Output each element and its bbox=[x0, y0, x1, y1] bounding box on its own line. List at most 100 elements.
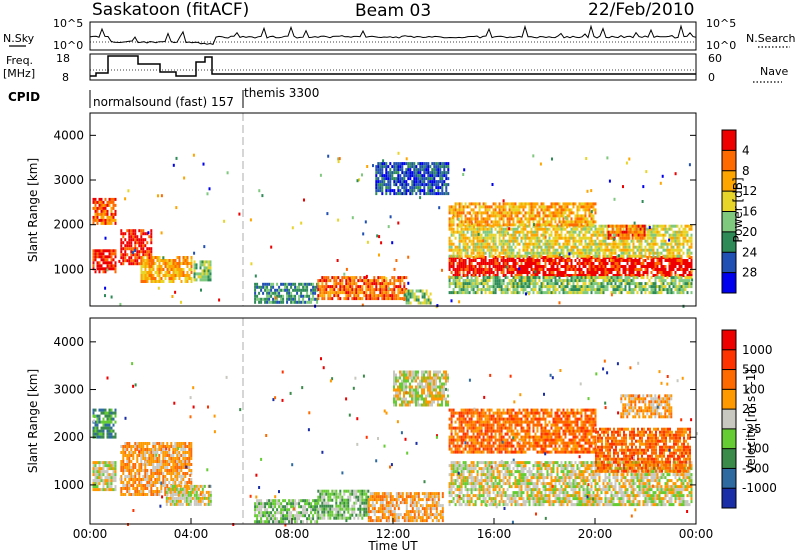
range-cell bbox=[588, 279, 591, 283]
range-cell bbox=[510, 271, 513, 274]
range-cell bbox=[294, 282, 297, 286]
range-cell bbox=[618, 271, 621, 274]
range-cell bbox=[600, 245, 603, 249]
range-cell bbox=[419, 301, 422, 305]
range-cell bbox=[110, 464, 113, 468]
range-cell bbox=[365, 297, 368, 301]
range-cell bbox=[134, 448, 137, 451]
range-cell bbox=[128, 472, 131, 475]
range-cell bbox=[112, 212, 115, 216]
range-cell bbox=[266, 291, 269, 295]
range-cell bbox=[174, 445, 177, 448]
range-cell bbox=[585, 157, 588, 160]
range-cell bbox=[176, 265, 179, 268]
range-cell bbox=[684, 285, 687, 289]
range-cell bbox=[92, 461, 95, 465]
range-cell bbox=[462, 259, 465, 262]
range-cell bbox=[429, 183, 432, 187]
range-cell bbox=[106, 221, 109, 225]
range-cell bbox=[634, 288, 637, 292]
range-cell bbox=[672, 254, 675, 258]
range-cell bbox=[586, 189, 589, 193]
range-cell bbox=[624, 265, 627, 268]
range-cell bbox=[140, 256, 143, 259]
range-cell bbox=[656, 248, 659, 252]
range-cell bbox=[682, 251, 685, 255]
range-cell bbox=[106, 461, 109, 465]
range-cell bbox=[124, 484, 127, 487]
range-cell bbox=[148, 253, 151, 257]
range-cell bbox=[466, 223, 469, 227]
range-cell bbox=[598, 259, 601, 262]
range-cell bbox=[544, 248, 547, 252]
range-cell bbox=[150, 247, 153, 251]
range-cell bbox=[538, 259, 541, 262]
range-cell bbox=[580, 276, 583, 280]
range-cell bbox=[391, 177, 394, 181]
range-cell bbox=[688, 236, 691, 240]
range-cell bbox=[164, 466, 167, 469]
range-cell bbox=[468, 268, 471, 271]
range-cell bbox=[454, 271, 457, 274]
range-cell bbox=[524, 251, 527, 255]
range-cell bbox=[425, 177, 428, 181]
range-cell bbox=[652, 251, 655, 255]
range-cell bbox=[554, 282, 557, 286]
range-cell bbox=[680, 291, 683, 295]
range-cell bbox=[164, 487, 167, 490]
range-cell bbox=[154, 469, 157, 472]
range-cell bbox=[369, 285, 372, 289]
range-cell bbox=[586, 271, 589, 274]
range-cell bbox=[385, 277, 388, 281]
range-cell bbox=[98, 255, 101, 259]
range-cell bbox=[691, 268, 694, 272]
range-cell bbox=[622, 251, 625, 255]
range-cell bbox=[690, 224, 693, 228]
range-cell bbox=[498, 268, 501, 271]
range-cell bbox=[580, 291, 583, 295]
range-cell bbox=[158, 274, 161, 277]
range-cell bbox=[132, 259, 135, 263]
range-cell bbox=[389, 282, 392, 286]
range-cell bbox=[164, 469, 167, 472]
range-cell bbox=[383, 162, 386, 166]
range-cell bbox=[558, 291, 561, 295]
range-cell bbox=[456, 208, 459, 212]
range-cell bbox=[542, 230, 545, 234]
range-cell bbox=[676, 285, 679, 289]
range-cell bbox=[646, 236, 649, 240]
range-cell bbox=[624, 239, 627, 243]
range-cell bbox=[92, 252, 95, 256]
range-cell bbox=[170, 466, 173, 469]
range-cell bbox=[638, 282, 641, 286]
range-cell bbox=[92, 261, 95, 265]
range-cell bbox=[96, 215, 99, 219]
range-cell bbox=[604, 239, 607, 243]
range-cell bbox=[154, 445, 157, 448]
range-cell bbox=[556, 242, 559, 246]
range-cell bbox=[124, 238, 127, 242]
range-cell bbox=[658, 262, 661, 265]
range-cell bbox=[502, 220, 505, 224]
range-cell bbox=[686, 274, 689, 277]
range-cell bbox=[171, 295, 174, 298]
range-cell bbox=[554, 276, 557, 280]
range-cell bbox=[618, 276, 621, 280]
range-cell bbox=[162, 448, 165, 451]
range-cell bbox=[142, 262, 145, 265]
range-cell bbox=[617, 233, 620, 237]
range-cell bbox=[584, 239, 587, 243]
range-cell bbox=[566, 239, 569, 243]
range-cell bbox=[399, 192, 402, 196]
range-cell bbox=[425, 289, 428, 293]
range-cell bbox=[590, 265, 593, 268]
range-cell bbox=[572, 236, 575, 240]
range-cell bbox=[375, 183, 378, 187]
range-cell bbox=[132, 481, 135, 484]
range-cell bbox=[106, 482, 109, 486]
range-cell bbox=[632, 242, 635, 246]
range-cell bbox=[172, 265, 175, 268]
range-cell bbox=[472, 245, 475, 249]
range-cell bbox=[662, 236, 665, 240]
